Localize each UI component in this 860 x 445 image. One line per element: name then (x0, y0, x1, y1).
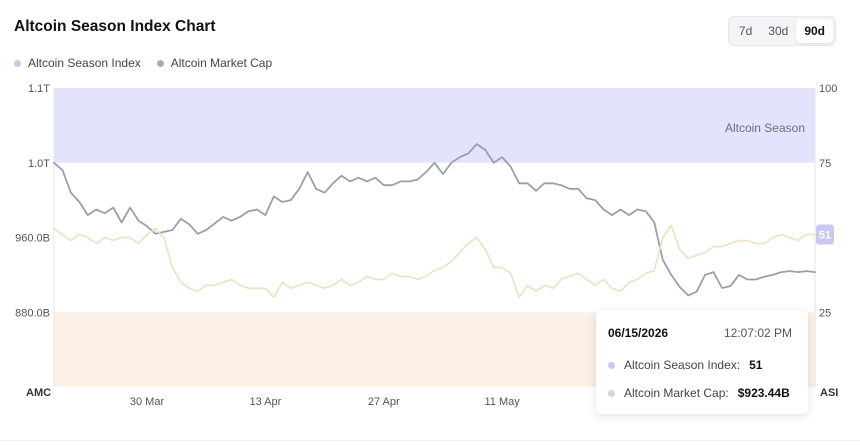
x-tick-label: 13 Apr (249, 396, 281, 408)
tooltip-dot-icon (608, 389, 615, 397)
legend-item-season-index[interactable]: Altcoin Season Index (14, 56, 141, 70)
legend-dot-icon (156, 59, 164, 67)
left-tick-label: 1.0T (28, 158, 50, 170)
legend-label: Altcoin Season Index (28, 56, 141, 70)
altcoin-season-band (54, 88, 815, 163)
tooltip-index-value: 51 (749, 358, 763, 372)
left-tick-label: 960.0B (15, 233, 50, 245)
timeframe-30d-button[interactable]: 30d (768, 24, 789, 38)
market-cap-line (53, 143, 816, 297)
x-tick-label: 30 Mar (130, 396, 165, 408)
tooltip-index-label: Altcoin Season Index: (624, 358, 741, 372)
tooltip-dot-icon (608, 361, 615, 369)
right-axis-label: ASI (820, 387, 838, 399)
timeframe-7d-button[interactable]: 7d (738, 24, 753, 38)
tooltip-cap-value: $923.44B (737, 386, 790, 400)
right-tick-label: 75 (819, 158, 831, 170)
chart-legend: Altcoin Season Index Altcoin Market Cap (14, 56, 272, 70)
x-tick-label: 11 May (485, 396, 521, 408)
right-tick-label: 100 (819, 83, 837, 95)
page-title: Altcoin Season Index Chart (14, 18, 216, 35)
legend-dot-icon (14, 59, 21, 67)
legend-label: Altcoin Market Cap (170, 56, 273, 70)
current-value-badge (816, 224, 834, 245)
timeframe-selector: 7d 30d 90d (727, 16, 836, 46)
season-index-line (53, 224, 816, 299)
band-label: Altcoin Season (725, 121, 805, 135)
tooltip-cap-label: Altcoin Market Cap: (624, 386, 729, 400)
x-tick-label: 27 Apr (368, 396, 400, 408)
tooltip-date: 06/15/2026 (608, 326, 669, 340)
legend-item-market-cap[interactable]: Altcoin Market Cap (156, 56, 273, 70)
tooltip-row-cap: Altcoin Market Cap: $923.44B (608, 386, 790, 400)
timeframe-90d-button[interactable]: 90d (796, 19, 833, 43)
chart-tooltip: 06/15/2026 12:07:02 PM Altcoin Season In… (596, 310, 808, 414)
tooltip-row-index: Altcoin Season Index: 51 (608, 358, 762, 372)
left-axis-label: AMC (26, 387, 51, 399)
right-tick-label: 25 (819, 307, 831, 319)
left-tick-label: 880.0B (15, 307, 50, 319)
left-tick-label: 1.1T (28, 83, 50, 95)
current-value-label: 51 (819, 230, 831, 242)
bottom-divider (0, 440, 860, 441)
tooltip-time: 12:07:02 PM (723, 326, 792, 340)
